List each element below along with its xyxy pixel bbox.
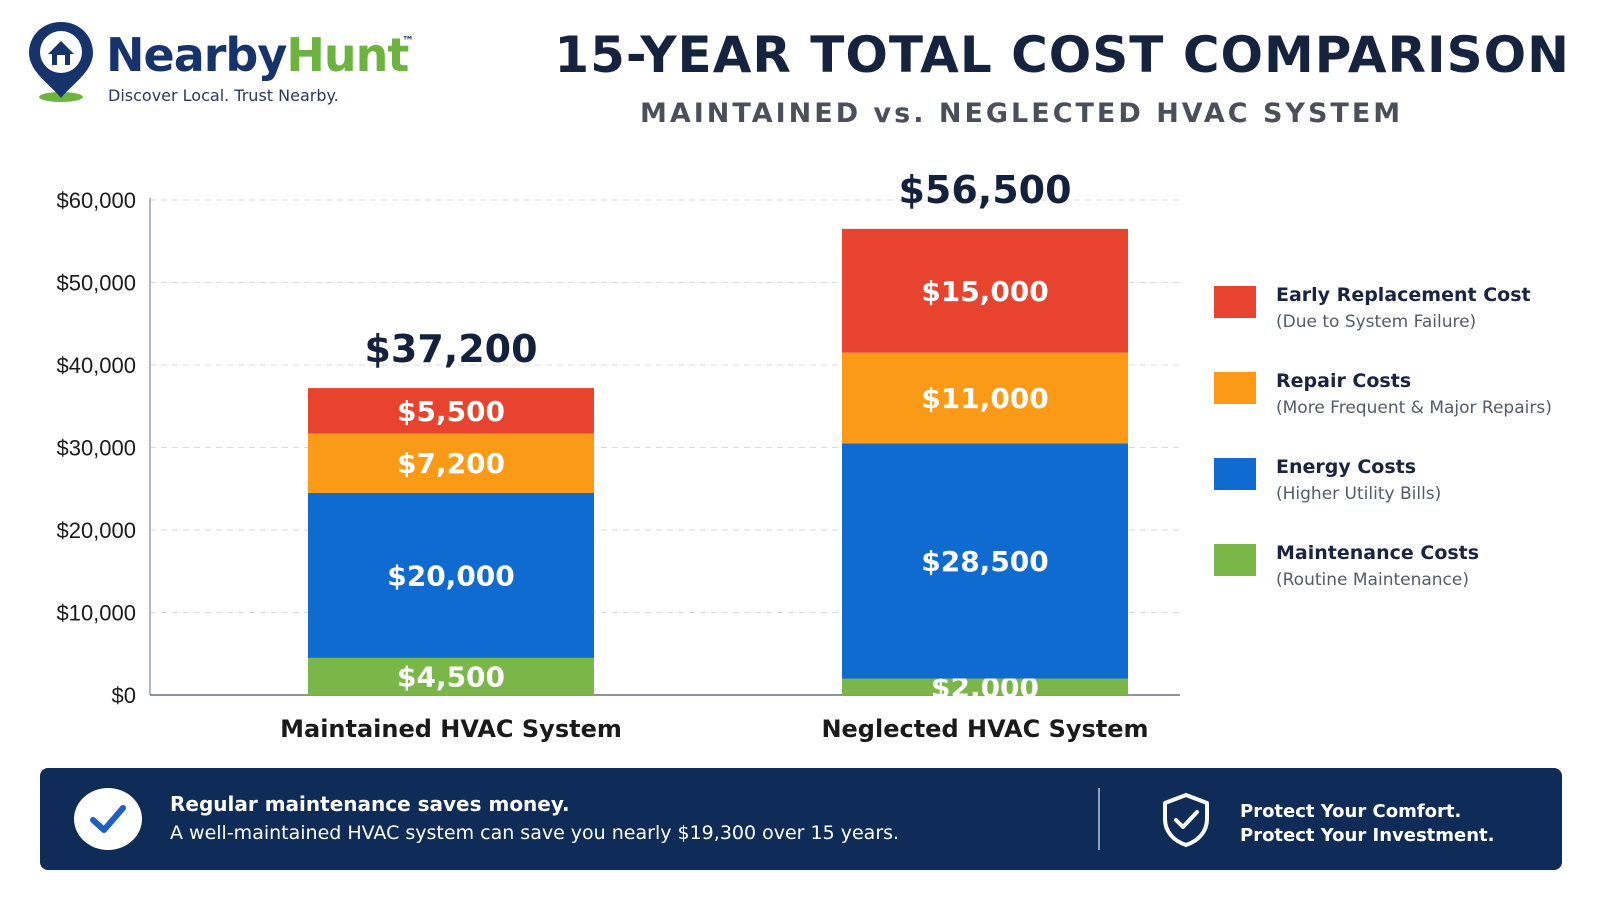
chart-title: 15-YEAR TOTAL COST COMPARISON bbox=[554, 26, 1570, 84]
legend-item-repair: Repair Costs (More Frequent & Major Repa… bbox=[1214, 370, 1594, 456]
brand-name-part1: Nearby bbox=[106, 28, 287, 82]
legend-subtitle: (More Frequent & Major Repairs) bbox=[1276, 398, 1552, 418]
bar-segment-label: $2,000 bbox=[931, 671, 1039, 704]
bar-segment-label: $7,200 bbox=[397, 447, 505, 480]
y-tick-label: $60,000 bbox=[56, 188, 136, 213]
banner-body: A well-maintained HVAC system can save y… bbox=[170, 822, 900, 844]
checkmark-icon bbox=[90, 805, 126, 833]
trademark-symbol: ™ bbox=[402, 34, 414, 48]
chart-legend: Early Replacement Cost (Due to System Fa… bbox=[1214, 284, 1594, 628]
bar-segment bbox=[842, 228, 1128, 353]
legend-title: Repair Costs bbox=[1276, 370, 1412, 392]
banner-tagline-line1: Protect Your Comfort. bbox=[1240, 801, 1462, 822]
bar-segment-label: $20,000 bbox=[387, 559, 515, 592]
legend-swatch bbox=[1214, 286, 1256, 318]
y-tick-label: $50,000 bbox=[56, 271, 136, 296]
bar-segment bbox=[308, 433, 594, 493]
brand-name-part2: Hunt bbox=[286, 28, 409, 82]
bar-segment bbox=[842, 443, 1128, 679]
x-category-label: Maintained HVAC System bbox=[280, 715, 622, 743]
x-category-label: Neglected HVAC System bbox=[821, 715, 1148, 743]
bar-total-label: $56,500 bbox=[898, 168, 1071, 212]
y-tick-label: $10,000 bbox=[56, 601, 136, 626]
legend-item-early-replacement: Early Replacement Cost (Due to System Fa… bbox=[1214, 284, 1594, 370]
checkmark-badge bbox=[74, 788, 142, 850]
bar-segment-label: $15,000 bbox=[921, 275, 1049, 308]
bar-segment bbox=[308, 492, 594, 658]
house-location-pin-icon bbox=[29, 22, 93, 102]
bar-segment-label: $4,500 bbox=[397, 660, 505, 693]
legend-subtitle: (Routine Maintenance) bbox=[1276, 570, 1469, 590]
legend-swatch bbox=[1214, 458, 1256, 490]
shield-check-icon bbox=[1163, 793, 1209, 847]
brand-logo: NearbyHunt ™ Discover Local. Trust Nearb… bbox=[26, 20, 446, 110]
legend-subtitle: (Due to System Failure) bbox=[1276, 312, 1477, 332]
legend-swatch bbox=[1214, 372, 1256, 404]
y-tick-label: $20,000 bbox=[56, 518, 136, 543]
banner-divider bbox=[1098, 788, 1100, 850]
bar-segment-label: $5,500 bbox=[397, 395, 505, 428]
bar-segment bbox=[842, 678, 1128, 695]
bar-segment bbox=[308, 657, 594, 695]
brand-tagline: Discover Local. Trust Nearby. bbox=[108, 86, 339, 105]
bar-segment-label: $28,500 bbox=[921, 545, 1049, 578]
bar-total-label: $37,200 bbox=[364, 327, 537, 371]
legend-swatch bbox=[1214, 544, 1256, 576]
legend-item-maintenance: Maintenance Costs (Routine Maintenance) bbox=[1214, 542, 1594, 628]
banner-tagline-line2: Protect Your Investment. bbox=[1240, 825, 1495, 846]
bar-segment bbox=[308, 388, 594, 434]
brand-name: NearbyHunt bbox=[106, 32, 409, 78]
legend-item-energy: Energy Costs (Higher Utility Bills) bbox=[1214, 456, 1594, 542]
banner-tagline: Protect Your Comfort. Protect Your Inves… bbox=[1240, 800, 1495, 848]
legend-title: Early Replacement Cost bbox=[1276, 284, 1531, 306]
legend-subtitle: (Higher Utility Bills) bbox=[1276, 484, 1442, 504]
chart-subtitle: MAINTAINED vs. NEGLECTED HVAC SYSTEM bbox=[640, 98, 1404, 129]
legend-title: Energy Costs bbox=[1276, 456, 1417, 478]
legend-title: Maintenance Costs bbox=[1276, 542, 1480, 564]
bar-segment-label: $11,000 bbox=[921, 382, 1049, 415]
y-tick-label: $0 bbox=[112, 683, 136, 708]
bar-segment bbox=[842, 352, 1128, 444]
y-tick-label: $30,000 bbox=[56, 436, 136, 461]
y-tick-label: $40,000 bbox=[56, 353, 136, 378]
savings-banner: Regular maintenance saves money. A well-… bbox=[40, 768, 1562, 870]
banner-headline: Regular maintenance saves money. bbox=[170, 792, 570, 816]
